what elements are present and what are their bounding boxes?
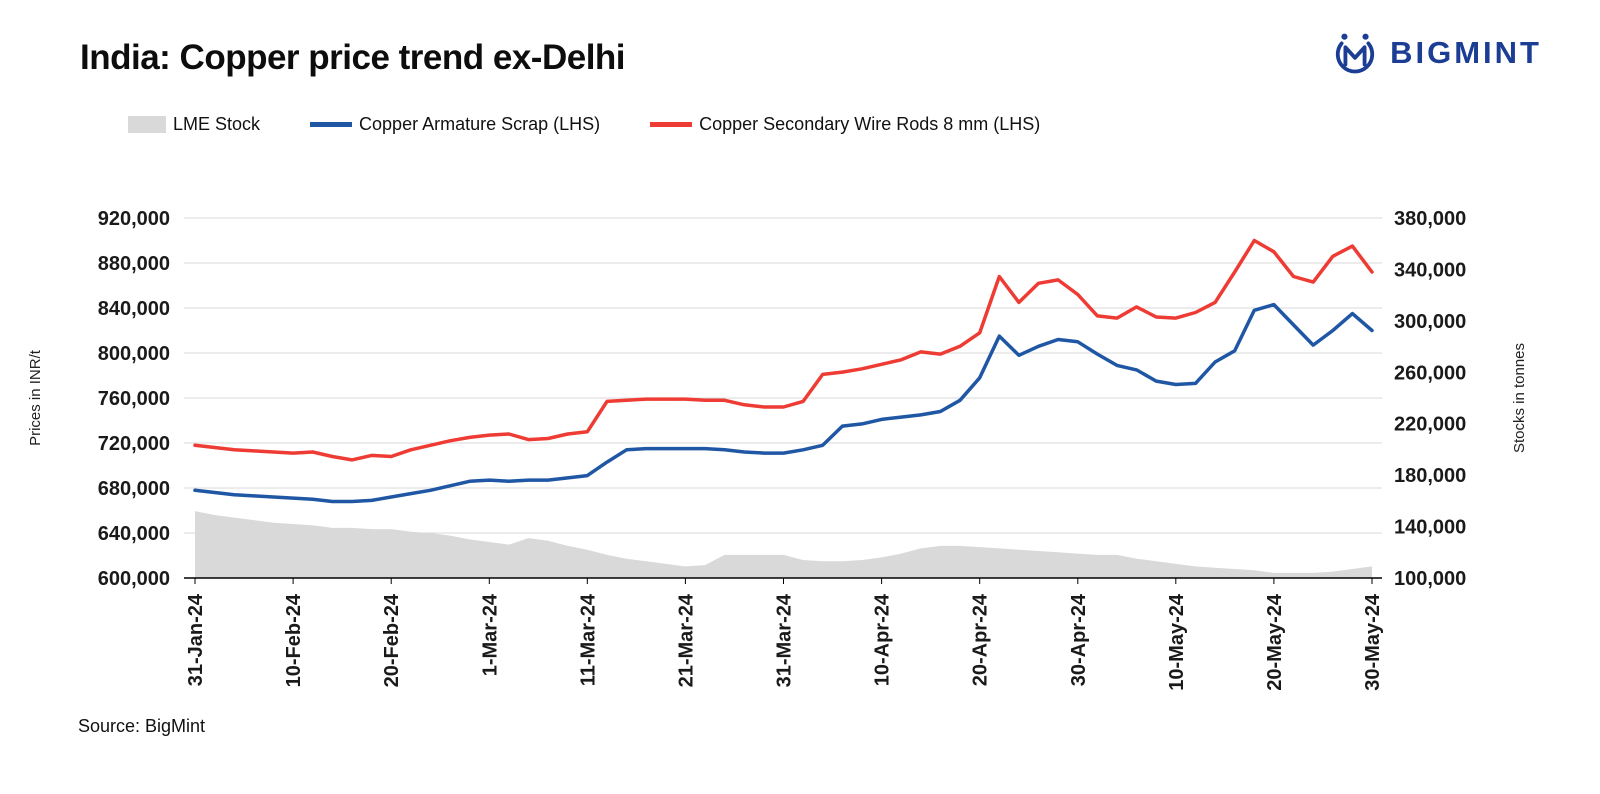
right-axis-tick-label: 260,000 <box>1394 362 1466 384</box>
bigmint-logo-text: BIGMINT <box>1390 35 1542 70</box>
x-axis-tick-label: 31-Jan-24 <box>185 593 207 686</box>
x-axis-tick-label: 20-Apr-24 <box>970 593 992 686</box>
left-axis-tick-label: 720,000 <box>98 433 170 455</box>
x-axis-tick-label: 1-Mar-24 <box>479 593 501 676</box>
right-axis-tick-label: 140,000 <box>1394 517 1466 539</box>
right-axis-tick-label: 380,000 <box>1394 208 1466 230</box>
right-axis-tick-label: 100,000 <box>1394 568 1466 590</box>
bigmint-logo: BIGMINT <box>1332 30 1542 76</box>
right-axis-tick-label: 340,000 <box>1394 259 1466 281</box>
series-area-lme-stock <box>195 511 1372 578</box>
left-axis-tick-label: 640,000 <box>98 523 170 545</box>
legend-item: Copper Secondary Wire Rods 8 mm (LHS) <box>650 114 1040 135</box>
source-text: Source: BigMint <box>78 716 206 736</box>
legend: LME Stock Copper Armature Scrap (LHS) Copp… <box>128 114 1040 135</box>
left-axis-tick-label: 760,000 <box>98 388 170 410</box>
legend-item: Copper Armature Scrap (LHS) <box>310 114 600 135</box>
legend-line-swatch <box>310 122 353 127</box>
legend-label: LME Stock <box>173 114 261 134</box>
right-axis-tick-label: 180,000 <box>1394 465 1466 487</box>
x-axis-tick-label: 10-Apr-24 <box>872 593 894 686</box>
legend-label: Copper Armature Scrap (LHS) <box>359 114 601 134</box>
bigmint-logo-icon <box>1336 33 1375 74</box>
left-axis-tick-label: 800,000 <box>98 343 170 365</box>
x-axis-tick-label: 20-Feb-24 <box>381 593 403 687</box>
legend-area-swatch <box>128 116 166 133</box>
right-axis-title: Stocks in tonnes <box>1511 343 1528 453</box>
left-axis-tick-label: 920,000 <box>98 208 170 230</box>
legend-label: Copper Secondary Wire Rods 8 mm (LHS) <box>699 114 1041 134</box>
x-axis-tick-label: 30-Apr-24 <box>1068 593 1090 686</box>
left-axis-tick-label: 840,000 <box>98 298 170 320</box>
right-axis-tick-label: 300,000 <box>1394 311 1466 333</box>
series-line-copper-secondary-wire-rods-8-mm-lhs <box>193 238 1374 462</box>
series-line-copper-armature-scrap-lhs <box>193 302 1374 504</box>
left-axis-tick-label: 680,000 <box>98 478 170 500</box>
right-axis-tick-label: 220,000 <box>1394 414 1466 436</box>
legend-item: LME Stock <box>128 114 260 135</box>
x-axis-tick-label: 10-Feb-24 <box>283 593 305 687</box>
legend-line-swatch <box>650 122 693 127</box>
x-axis-tick-label: 31-Mar-24 <box>774 593 796 687</box>
x-axis-tick-label: 10-May-24 <box>1166 593 1188 691</box>
x-axis-tick-label: 11-Mar-24 <box>577 593 599 686</box>
left-axis-tick-label: 880,000 <box>98 253 170 275</box>
chart-title: India: Copper price trend ex-Delhi <box>80 38 626 77</box>
x-axis-tick-label: 20-May-24 <box>1264 593 1286 691</box>
x-axis-tick-label: 30-May-24 <box>1362 593 1384 691</box>
left-axis-tick-label: 600,000 <box>98 568 170 590</box>
x-axis-tick-label: 21-Mar-24 <box>675 593 697 687</box>
left-axis-title: Prices in INR/t <box>27 349 44 446</box>
